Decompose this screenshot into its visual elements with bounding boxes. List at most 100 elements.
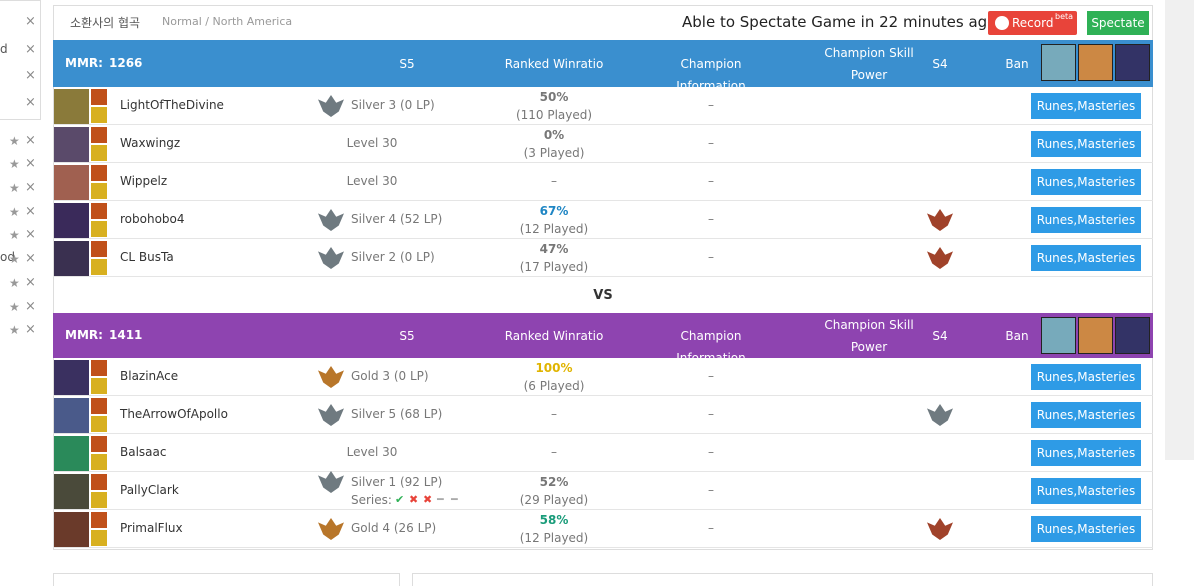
close-icon: × bbox=[25, 95, 36, 110]
spell-icon bbox=[91, 512, 107, 528]
champion-icon bbox=[54, 241, 89, 276]
row bbox=[53, 472, 1153, 510]
close-icon: × bbox=[25, 14, 36, 29]
champion-info: – bbox=[708, 174, 714, 188]
champion-info: – bbox=[708, 369, 714, 383]
sidebar-text: d bbox=[0, 42, 8, 56]
games-played: (12 Played) bbox=[519, 222, 589, 236]
runes-button[interactable]: Runes,Masteries bbox=[1031, 516, 1141, 542]
row bbox=[53, 434, 1153, 472]
spell-icon bbox=[91, 530, 107, 546]
runes-button[interactable]: Runes,Masteries bbox=[1031, 402, 1141, 428]
spell-icon bbox=[91, 165, 107, 181]
champion-icon bbox=[54, 512, 89, 547]
star-icon: ★ bbox=[9, 134, 20, 148]
winratio: 50% bbox=[539, 90, 569, 104]
column-header: Ban bbox=[1005, 56, 1029, 71]
spell-icon bbox=[91, 221, 107, 237]
row bbox=[53, 358, 1153, 396]
runes-button[interactable]: Runes,Masteries bbox=[1031, 169, 1141, 195]
column-header: Ban bbox=[1005, 328, 1029, 343]
winratio: – bbox=[551, 407, 557, 421]
champion-icon bbox=[54, 436, 89, 471]
row bbox=[53, 87, 1153, 125]
map-name: 소환사의 협곡 bbox=[70, 16, 141, 30]
spell-icon bbox=[91, 474, 107, 490]
series-label: Series: bbox=[351, 493, 392, 507]
mmr-label: MMR: bbox=[65, 55, 103, 70]
close-icon: × bbox=[25, 251, 36, 266]
player-name: CL BusTa bbox=[120, 250, 174, 264]
column-header: S4 bbox=[932, 328, 948, 343]
beta-label: beta bbox=[1055, 12, 1074, 21]
column-header: S5 bbox=[399, 56, 415, 71]
star-icon: ★ bbox=[9, 276, 20, 290]
player-name: TheArrowOfApollo bbox=[120, 407, 228, 421]
row bbox=[53, 396, 1153, 434]
spell-icon bbox=[91, 416, 107, 432]
row bbox=[53, 201, 1153, 239]
champion-icon bbox=[54, 89, 89, 124]
runes-button[interactable]: Runes,Masteries bbox=[1031, 245, 1141, 271]
runes-button[interactable]: Runes,Masteries bbox=[1031, 478, 1141, 504]
spell-icon bbox=[91, 89, 107, 105]
spell-icon bbox=[91, 107, 107, 123]
champion-icon bbox=[54, 203, 89, 238]
series-icon: ✖ bbox=[423, 493, 433, 506]
games-played: (17 Played) bbox=[519, 260, 589, 274]
champion-info: – bbox=[708, 521, 714, 535]
champion-icon bbox=[54, 360, 89, 395]
runes-button[interactable]: Runes,Masteries bbox=[1031, 364, 1141, 390]
spell-icon bbox=[91, 183, 107, 199]
champion-info: – bbox=[708, 445, 714, 459]
sidebar bbox=[0, 0, 41, 120]
tier-text: Silver 1 (92 LP) bbox=[351, 475, 443, 489]
runes-button[interactable]: Runes,Masteries bbox=[1031, 207, 1141, 233]
champion-info: – bbox=[708, 98, 714, 112]
ban-icon bbox=[1078, 44, 1113, 81]
close-icon: × bbox=[25, 299, 36, 314]
tier-text: Silver 4 (52 LP) bbox=[351, 212, 443, 226]
games-played: (110 Played) bbox=[515, 108, 593, 122]
vs-label: VS bbox=[593, 288, 613, 303]
spectate-note: Able to Spectate Game in 22 minutes ago bbox=[682, 13, 997, 31]
ban-icon bbox=[1078, 317, 1113, 354]
spectate-button[interactable]: Spectate bbox=[1087, 11, 1149, 35]
column-header: S4 bbox=[932, 56, 948, 71]
player-name: Waxwingz bbox=[120, 136, 181, 150]
games-played: (6 Played) bbox=[523, 379, 585, 393]
winratio: 100% bbox=[535, 361, 573, 375]
close-icon: × bbox=[25, 180, 36, 195]
star-icon: ★ bbox=[9, 157, 20, 171]
champion-info: – bbox=[708, 483, 714, 497]
ban-icon bbox=[1115, 317, 1150, 354]
star-icon: ★ bbox=[9, 323, 20, 337]
team-header bbox=[53, 40, 1153, 87]
ban-icon bbox=[1041, 317, 1076, 354]
runes-button[interactable]: Runes,Masteries bbox=[1031, 440, 1141, 466]
runes-button[interactable]: Runes,Masteries bbox=[1031, 93, 1141, 119]
row bbox=[53, 239, 1153, 277]
panel bbox=[53, 5, 1153, 550]
spell-icon bbox=[91, 492, 107, 508]
tier-text: Silver 3 (0 LP) bbox=[351, 98, 435, 112]
series-icon: ━ bbox=[437, 493, 444, 506]
column-header: Ranked Winratio bbox=[504, 328, 604, 343]
winratio: – bbox=[551, 174, 557, 188]
close-icon: × bbox=[25, 156, 36, 171]
tier-text: Level 30 bbox=[346, 174, 398, 188]
bottom-box bbox=[53, 573, 400, 586]
tier-text: Gold 4 (26 LP) bbox=[351, 521, 437, 535]
winratio: 0% bbox=[543, 128, 565, 142]
tier-text: Level 30 bbox=[346, 136, 398, 150]
champion-icon bbox=[54, 398, 89, 433]
runes-button[interactable]: Runes,Masteries bbox=[1031, 131, 1141, 157]
spell-icon bbox=[91, 378, 107, 394]
player-name: robohobo4 bbox=[120, 212, 185, 226]
column-header: Ranked Winratio bbox=[504, 56, 604, 71]
spell-icon bbox=[91, 145, 107, 161]
tier-text: Gold 3 (0 LP) bbox=[351, 369, 429, 383]
mmr-value: 1266 bbox=[109, 55, 143, 70]
winratio: – bbox=[551, 445, 557, 459]
column-header: Champion Skill Power bbox=[824, 317, 914, 354]
